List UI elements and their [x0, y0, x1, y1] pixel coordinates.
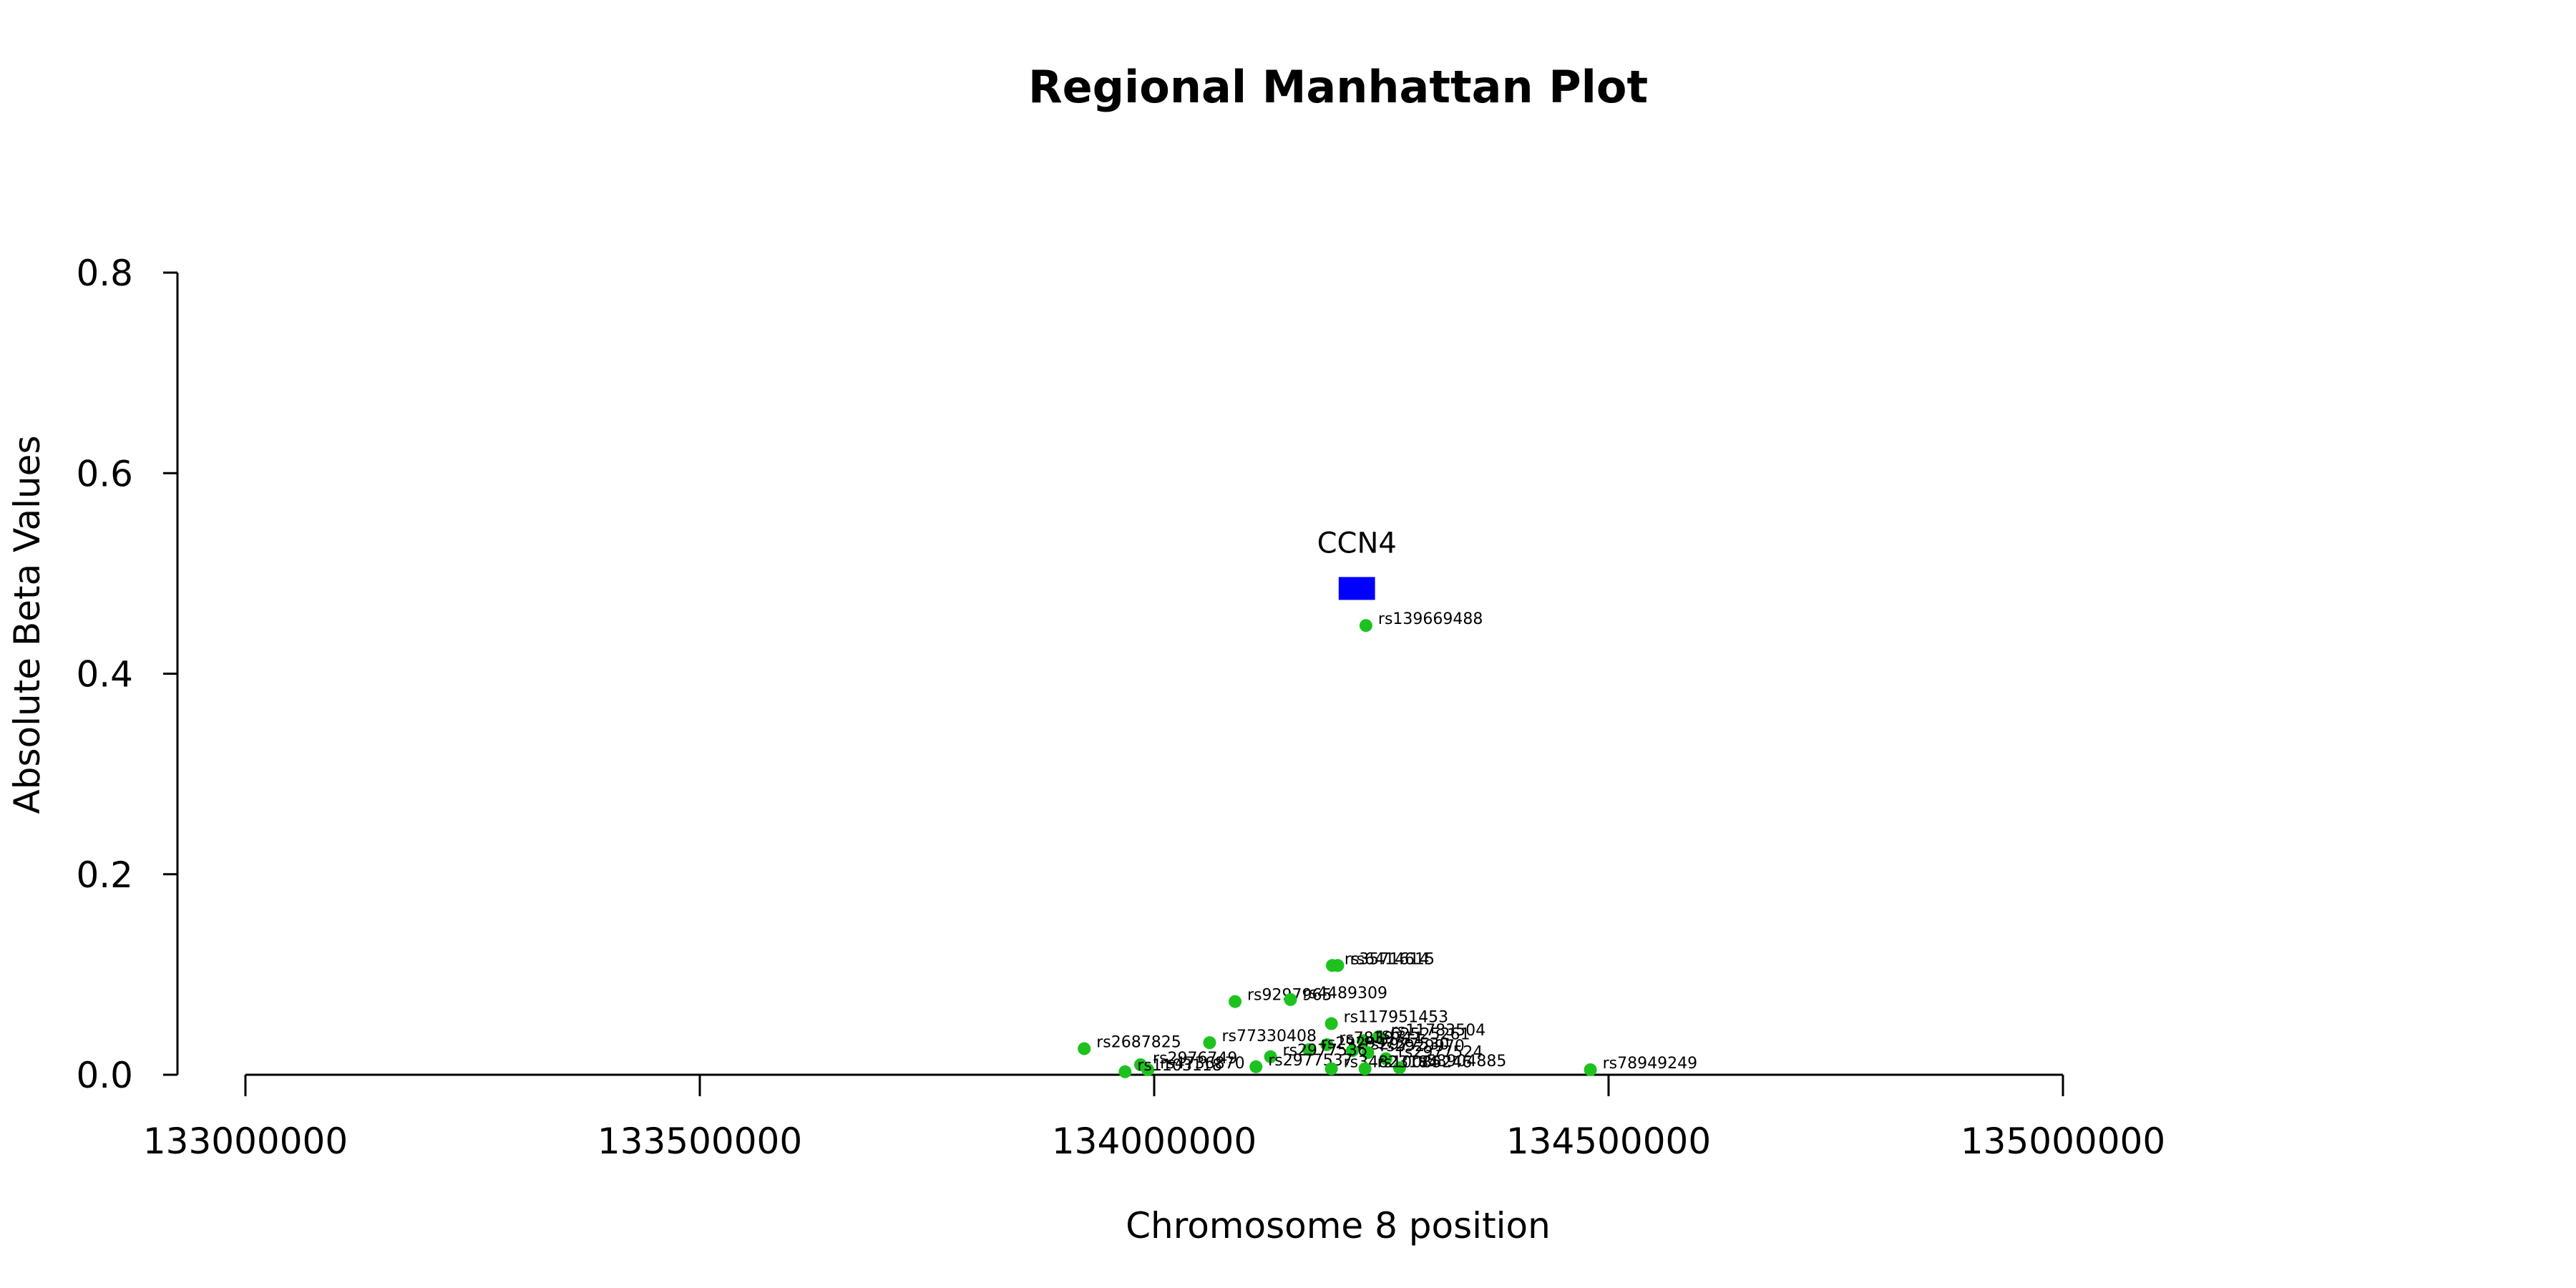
- snp-point: [1324, 1017, 1338, 1030]
- snp-label: rs139669488: [1378, 610, 1483, 628]
- snp-point: [1584, 1063, 1597, 1076]
- gene-box: [1338, 577, 1375, 600]
- y-tick-label: 0.4: [76, 654, 133, 696]
- snp-point: [1320, 1038, 1334, 1051]
- x-tick-label: 135000000: [1961, 1121, 2165, 1162]
- snp-label: rs78949249: [1603, 1055, 1697, 1073]
- y-tick-label: 0.0: [76, 1055, 133, 1096]
- y-tick-label: 0.8: [76, 253, 133, 294]
- snp-label: rs2929970: [1380, 1038, 1465, 1055]
- snp-label: rs2977537: [1268, 1052, 1353, 1070]
- snp-label: rs2976749: [1153, 1050, 1238, 1068]
- gene-track: CCN4: [1317, 527, 1397, 600]
- snp-label: rs6414615: [1350, 950, 1435, 968]
- snp-label: rs2977524: [1398, 1044, 1483, 1062]
- x-axis-ticks: 133000000 133500000 134000000 134500000 1350…: [143, 1075, 2165, 1162]
- gene-label: CCN4: [1317, 527, 1397, 560]
- snp-label: rs2977536: [1283, 1042, 1368, 1060]
- y-axis-label: Absolute Beta Values: [6, 436, 48, 814]
- snp-label: rs77330408: [1221, 1028, 1316, 1045]
- snp-label: rs62525261: [1375, 1025, 1470, 1043]
- x-tick-label: 134500000: [1506, 1121, 1711, 1162]
- snp-label: rs2687825: [1096, 1034, 1181, 1052]
- snp-label: rs2977530: [1365, 1035, 1450, 1053]
- snp-label: rs10085246: [1377, 1054, 1472, 1072]
- snp-label: rs58904885: [1412, 1053, 1506, 1070]
- snp-point: [1264, 1050, 1277, 1063]
- snp-point: [1203, 1036, 1216, 1050]
- x-tick-label: 133500000: [597, 1121, 802, 1162]
- snp-point: [1359, 619, 1372, 633]
- snp-point: [1324, 1062, 1338, 1075]
- snp-point: [1141, 1063, 1155, 1076]
- snp-point: [1229, 995, 1242, 1008]
- chart-title: Regional Manhattan Plot: [1028, 61, 1648, 113]
- y-axis-ticks: 0.0 0.2 0.4 0.6 0.8: [76, 253, 177, 1096]
- snp-point: [1357, 1034, 1370, 1048]
- snp-point: [1392, 1061, 1406, 1075]
- snp-label: rs1103118: [1137, 1057, 1222, 1075]
- y-tick-label: 0.6: [76, 453, 133, 494]
- x-tick-label: 133000000: [143, 1121, 348, 1162]
- snp-label: rs11783504: [1391, 1022, 1485, 1040]
- snp-point: [1372, 1030, 1385, 1043]
- snp-point: [1118, 1065, 1132, 1078]
- snp-point: [1302, 1043, 1315, 1056]
- snp-point: [1358, 1062, 1372, 1075]
- y-tick-label: 0.2: [76, 854, 133, 896]
- snp-label: rs4736870: [1160, 1055, 1245, 1073]
- snp-point: [1361, 1046, 1375, 1060]
- snp-label: rs3571614: [1345, 950, 1430, 968]
- x-tick-label: 134000000: [1052, 1121, 1257, 1162]
- snp-point: [1078, 1042, 1091, 1055]
- snp-points: rs139669488rs3571614rs6414615rs9297965rs…: [1078, 610, 1697, 1078]
- snp-point: [1249, 1060, 1263, 1073]
- snp-point: [1284, 992, 1297, 1006]
- snp-label: rs4489309: [1303, 985, 1388, 1002]
- snp-point: [1379, 1052, 1392, 1065]
- snp-label: rs117951453: [1344, 1009, 1448, 1027]
- snp-point: [1345, 1044, 1359, 1058]
- x-axis-label: Chromosome 8 position: [1126, 1205, 1551, 1246]
- snp-point: [1331, 959, 1345, 972]
